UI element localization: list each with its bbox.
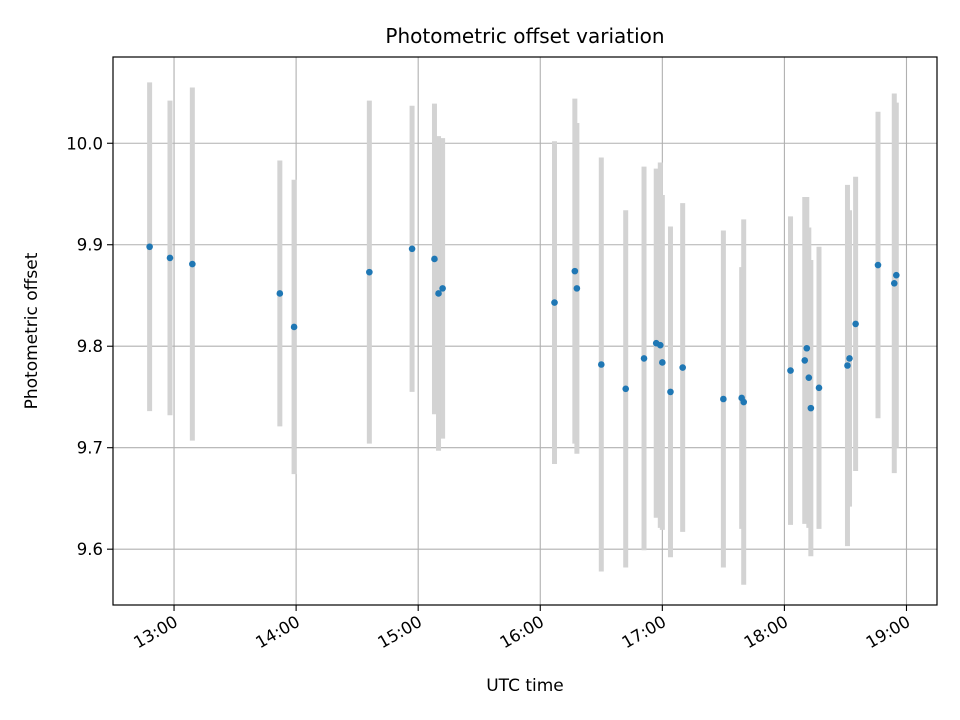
x-tick-label: 14:00 xyxy=(252,612,303,652)
data-point xyxy=(852,320,859,328)
data-point xyxy=(431,255,438,263)
y-axis: 9.6 9.7 9.8 9.9 10.0 xyxy=(66,134,113,559)
data-point xyxy=(805,374,813,381)
x-tick-label: 17:00 xyxy=(619,612,670,652)
data-point xyxy=(366,268,373,276)
data-point xyxy=(740,398,748,406)
x-tick-label: 16:00 xyxy=(497,612,548,652)
data-point xyxy=(622,385,630,393)
x-axis: 13:00 14:00 15:00 16:00 17:00 18:00 19:00 xyxy=(130,605,913,652)
chart-title: Photometric offset variation xyxy=(385,24,664,48)
data-point xyxy=(146,243,153,251)
data-point xyxy=(276,290,284,297)
data-point xyxy=(439,285,446,292)
y-tick-label: 9.6 xyxy=(77,540,103,559)
point-layer xyxy=(146,243,900,412)
data-point xyxy=(893,271,900,279)
data-point xyxy=(807,404,815,412)
data-point xyxy=(435,290,442,297)
data-point xyxy=(656,341,664,349)
data-point xyxy=(846,355,853,362)
y-tick-label: 9.8 xyxy=(77,337,103,356)
data-point xyxy=(290,323,298,331)
x-axis-label: UTC time xyxy=(486,676,564,696)
data-point xyxy=(189,260,196,268)
y-tick-label: 10.0 xyxy=(66,134,103,153)
x-tick-label: 13:00 xyxy=(130,612,181,652)
plot-frame xyxy=(112,56,938,606)
y-tick-label: 9.9 xyxy=(77,236,103,255)
data-point xyxy=(803,344,811,352)
data-point xyxy=(667,388,674,396)
data-point xyxy=(659,359,666,366)
data-point xyxy=(597,361,605,368)
data-point xyxy=(787,367,794,374)
data-point xyxy=(801,357,809,364)
y-tick-label: 9.7 xyxy=(77,439,103,458)
data-point xyxy=(874,261,882,269)
x-tick-label: 15:00 xyxy=(374,612,425,652)
data-point xyxy=(720,395,727,403)
data-point xyxy=(679,364,686,371)
x-tick-label: 19:00 xyxy=(863,612,914,652)
data-point xyxy=(844,362,851,369)
data-point xyxy=(890,280,898,287)
data-point xyxy=(571,267,579,275)
data-point xyxy=(573,285,581,292)
data-point xyxy=(166,254,174,262)
data-point xyxy=(640,355,648,362)
data-point xyxy=(815,384,823,392)
y-axis-label: Photometric offset xyxy=(22,252,42,409)
data-point xyxy=(408,245,416,253)
grid-layer xyxy=(113,57,937,605)
data-point xyxy=(551,299,558,306)
x-tick-label: 18:00 xyxy=(741,612,792,652)
